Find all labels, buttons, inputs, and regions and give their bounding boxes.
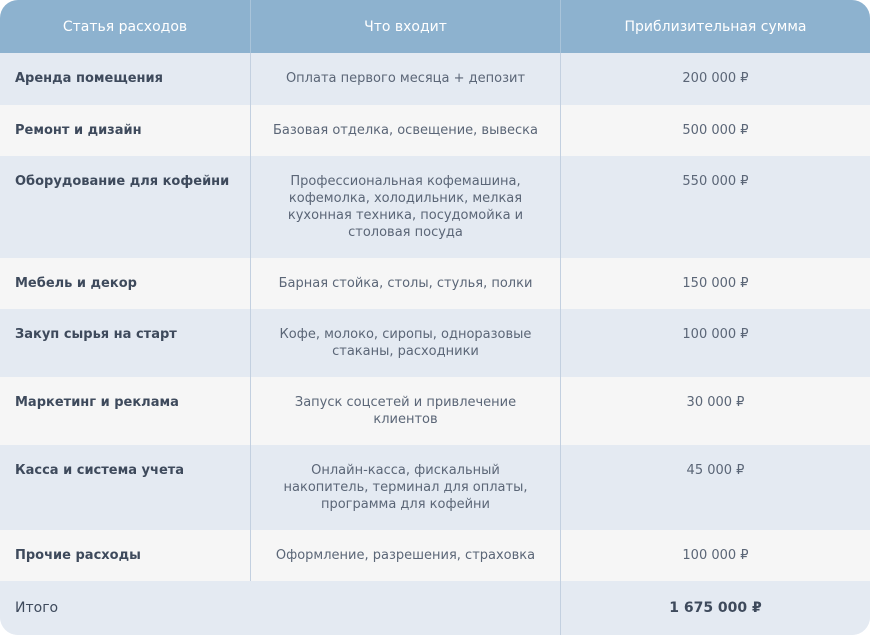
cell-amount: 100 000 ₽ (560, 309, 870, 377)
cell-includes: Профессиональная кофемашина, кофемолка, … (250, 156, 560, 258)
table-row: Оборудование для кофейни Профессиональная… (0, 156, 870, 258)
cell-item: Ремонт и дизайн (15, 123, 142, 138)
total-row: Итого 1 675 000 ₽ (0, 581, 870, 635)
cell-includes: Базовая отделка, освещение, вывеска (250, 105, 560, 156)
cell-item: Мебель и декор (15, 276, 137, 291)
cell-item: Касса и система учета (15, 463, 185, 478)
header-amount: Приблизительная сумма (560, 0, 870, 53)
cell-amount: 30 000 ₽ (560, 377, 870, 445)
cell-item: Прочие расходы (15, 548, 141, 563)
table-row: Мебель и декор Барная стойка, столы, стул… (0, 258, 870, 309)
table-row: Ремонт и дизайн Базовая отделка, освещени… (0, 105, 870, 156)
table-row: Касса и система учета Онлайн-касса, фиска… (0, 445, 870, 530)
cell-item: Аренда помещения (15, 71, 163, 86)
cell-includes: Кофе, молоко, сиропы, одноразовые стакан… (250, 309, 560, 377)
cell-amount: 500 000 ₽ (560, 105, 870, 156)
total-label: Итого (15, 600, 59, 616)
cell-item: Оборудование для кофейни (15, 174, 230, 189)
cell-includes: Запуск соцсетей и привлечение клиентов (250, 377, 560, 445)
cell-item: Маркетинг и реклама (15, 395, 179, 410)
table-row: Маркетинг и реклама Запуск соцсетей и при… (0, 377, 870, 445)
table-row: Закуп сырья на старт Кофе, молоко, сиропы… (0, 309, 870, 377)
cell-includes: Онлайн-касса, фискальный накопитель, тер… (250, 445, 560, 530)
table-header: Статья расходов Что входит Приблизительн… (0, 0, 870, 53)
cell-amount: 45 000 ₽ (560, 445, 870, 530)
table-row: Прочие расходы Оформление, разрешения, ст… (0, 530, 870, 581)
table-row: Аренда помещения Оплата первого месяца + … (0, 53, 870, 105)
cell-amount: 200 000 ₽ (560, 53, 870, 105)
cell-includes: Барная стойка, столы, стулья, полки (250, 258, 560, 309)
cell-includes: Оплата первого месяца + депозит (250, 53, 560, 105)
cell-amount: 550 000 ₽ (560, 156, 870, 258)
cell-amount: 100 000 ₽ (560, 530, 870, 581)
header-item: Статья расходов (62, 18, 188, 35)
header-includes: Что входит (250, 0, 560, 53)
cell-includes: Оформление, разрешения, страховка (250, 530, 560, 581)
cell-item: Закуп сырья на старт (15, 327, 177, 342)
cell-amount: 150 000 ₽ (560, 258, 870, 309)
total-amount: 1 675 000 ₽ (560, 581, 870, 635)
